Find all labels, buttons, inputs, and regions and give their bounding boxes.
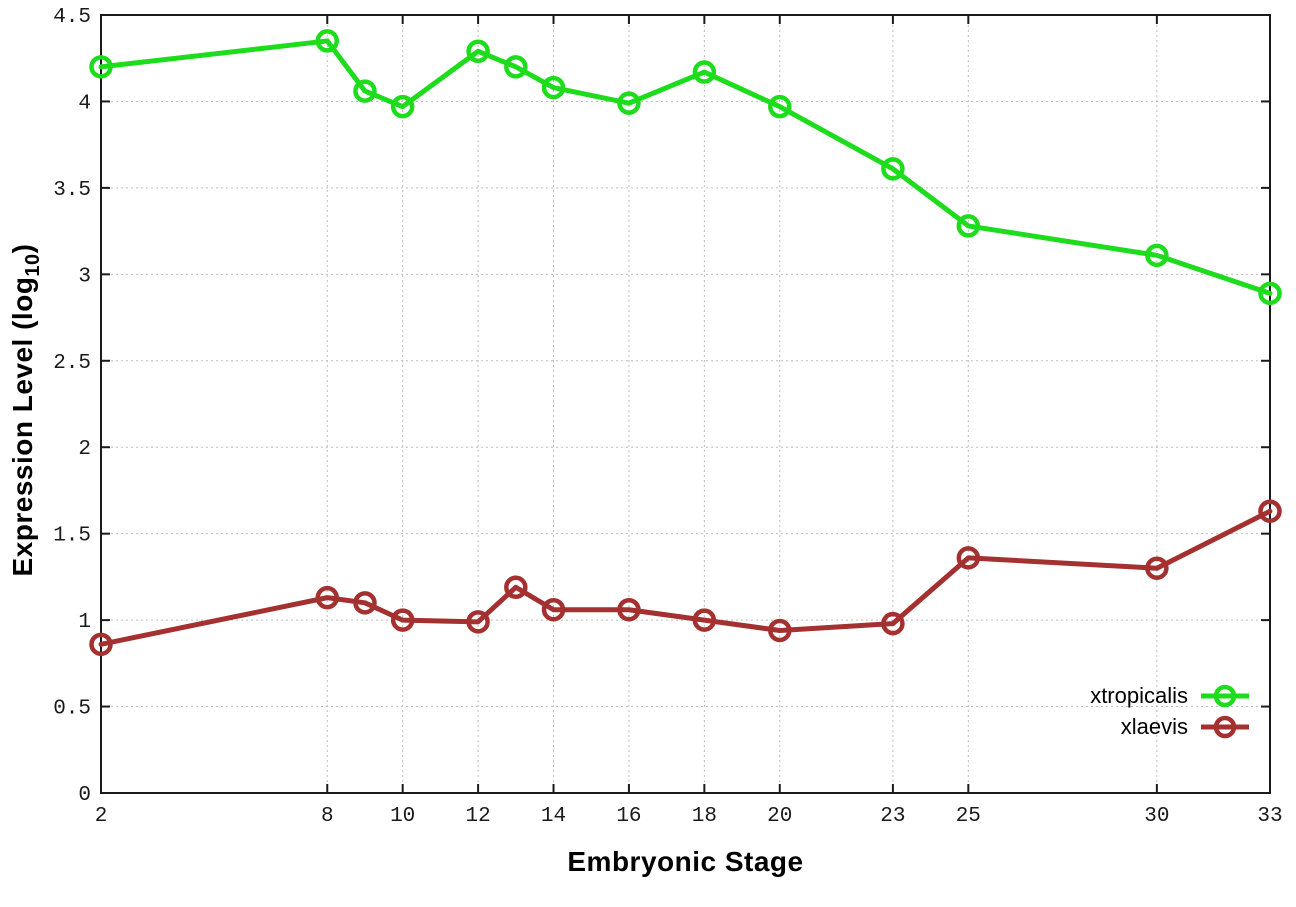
data-point-xlaevis — [1258, 499, 1282, 523]
y-tick-label: 3 — [78, 265, 91, 288]
data-point-xlaevis — [1145, 556, 1169, 580]
y-axis-title-subscript: 10 — [22, 253, 44, 277]
data-point-xlaevis — [541, 597, 566, 622]
y-tick-label: 4.5 — [53, 6, 91, 29]
data-point-xtropicalis — [956, 214, 981, 238]
data-point-xtropicalis — [768, 94, 792, 119]
plot-border — [100, 14, 1271, 794]
data-point-xlaevis — [956, 546, 981, 570]
x-tick-label: 33 — [1257, 805, 1282, 828]
data-point-xtropicalis — [89, 55, 113, 79]
y-tick-label: 0.5 — [53, 698, 91, 721]
y-tick-label: 3.5 — [53, 179, 91, 202]
y-axis-title: Expression Level (log10) — [7, 244, 45, 577]
data-point-xtropicalis — [390, 94, 415, 119]
y-tick-label: 4 — [78, 92, 91, 115]
series-line-xlaevis — [98, 508, 1273, 647]
x-tick-label: 12 — [465, 805, 490, 828]
data-point-xlaevis — [617, 597, 641, 622]
data-point-xlaevis — [353, 591, 377, 615]
y-axis-title-end: ) — [7, 243, 38, 254]
x-tick-label: 14 — [541, 805, 566, 828]
y-tick-label: 2.5 — [53, 352, 91, 375]
legend: xtropicalis xlaevis — [1090, 680, 1250, 742]
data-point-xtropicalis — [353, 79, 377, 103]
data-point-xtropicalis — [881, 157, 905, 181]
x-tick-label: 20 — [767, 805, 792, 828]
data-point-xlaevis — [504, 575, 528, 600]
data-point-xtropicalis — [541, 75, 566, 100]
data-point-xlaevis — [315, 585, 340, 610]
data-point-xtropicalis — [315, 29, 340, 53]
y-tick-label: 1.5 — [53, 525, 91, 548]
y-tick-label: 0 — [78, 784, 91, 807]
data-point-xtropicalis — [466, 39, 490, 64]
legend-label-xlaevis: xlaevis — [1120, 713, 1188, 739]
series-line-xtropicalis — [98, 38, 1273, 296]
y-tick-label: 1 — [78, 611, 91, 634]
data-point-xlaevis — [390, 608, 415, 632]
x-tick-label: 18 — [692, 805, 717, 828]
y-tick-label: 2 — [78, 438, 91, 461]
legend-marker-xtropicalis-icon — [1201, 684, 1249, 707]
data-point-xtropicalis — [1145, 243, 1169, 268]
data-point-xlaevis — [692, 608, 717, 632]
legend-marker-xlaevis-icon — [1201, 715, 1249, 738]
y-axis-title-main: Expression Level (log — [7, 276, 38, 577]
data-point-xlaevis — [466, 610, 490, 634]
data-point-xlaevis — [768, 618, 792, 643]
x-tick-label: 8 — [321, 805, 334, 828]
data-point-xlaevis — [881, 611, 905, 636]
data-point-xtropicalis — [504, 55, 528, 79]
data-point-xtropicalis — [692, 60, 717, 84]
data-point-xtropicalis — [617, 91, 641, 115]
x-tick-label: 23 — [880, 805, 905, 828]
x-tick-label: 2 — [95, 805, 108, 828]
x-axis-title: Embryonic Stage — [567, 846, 804, 877]
x-tick-label: 10 — [390, 805, 415, 828]
legend-item-xtropicalis: xtropicalis — [1090, 680, 1250, 711]
x-tick-label: 16 — [616, 805, 641, 828]
data-point-xlaevis — [89, 632, 113, 657]
x-tick-label: 25 — [956, 805, 981, 828]
legend-item-xlaevis: xlaevis — [1090, 711, 1250, 742]
legend-label-xtropicalis: xtropicalis — [1090, 682, 1188, 708]
data-point-xtropicalis — [1258, 281, 1282, 306]
x-tick-label: 30 — [1144, 805, 1169, 828]
